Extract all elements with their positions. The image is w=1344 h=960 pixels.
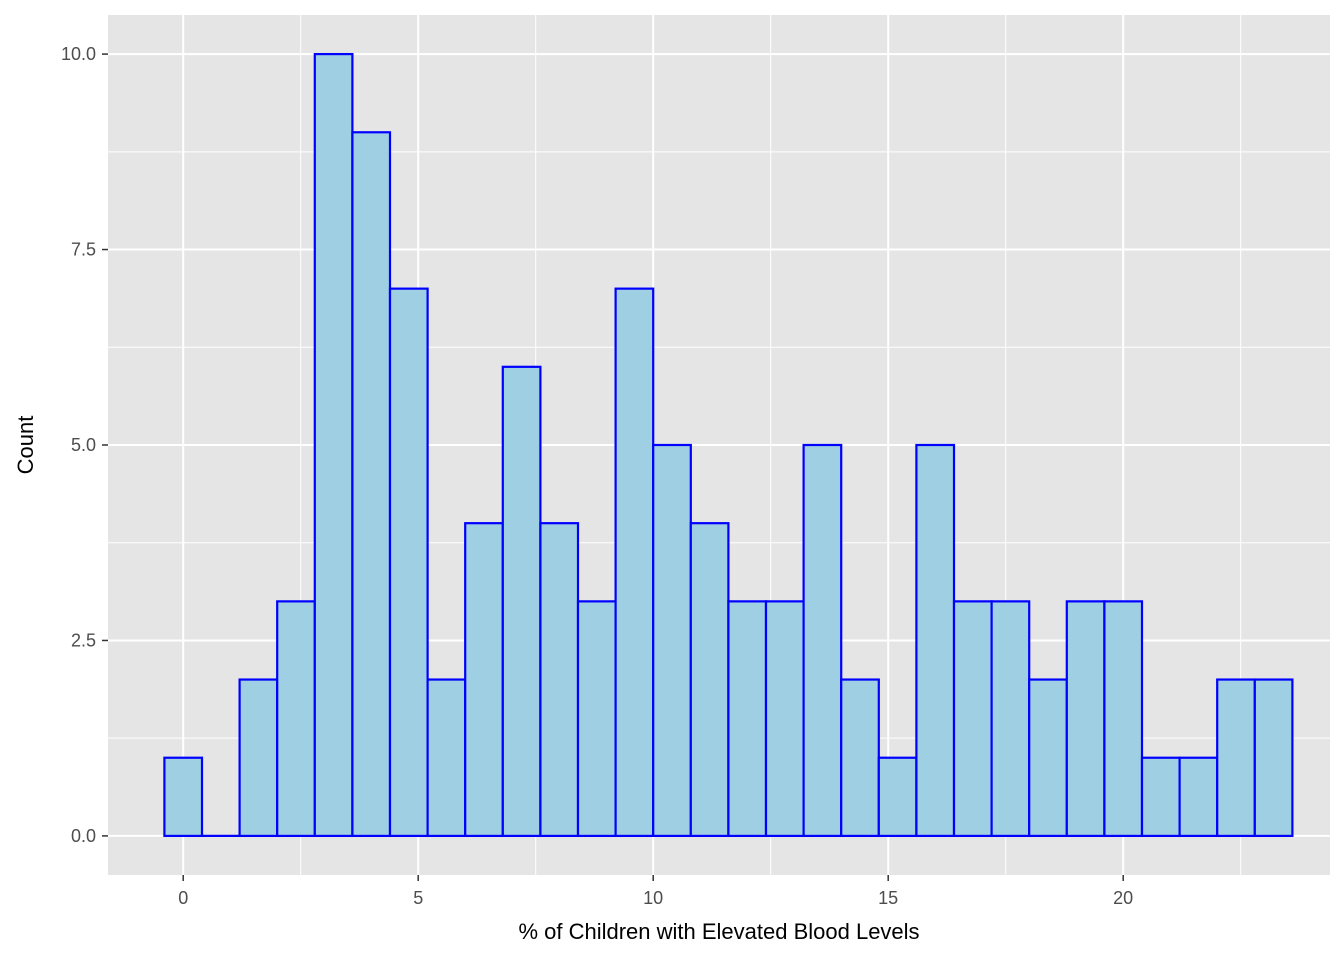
histogram-bar (539, 522, 580, 838)
histogram-bar (1253, 678, 1294, 838)
y-tick-label: 5.0 (71, 435, 96, 455)
x-tick-label: 20 (1113, 888, 1133, 908)
x-tick-label: 0 (178, 888, 188, 908)
x-tick-label: 15 (878, 888, 898, 908)
histogram-bar (1028, 678, 1068, 838)
x-tick-label: 10 (643, 888, 663, 908)
x-axis-title: % of Children with Elevated Blood Levels (518, 919, 919, 944)
histogram-bar (614, 287, 655, 838)
histogram-bar (689, 522, 730, 838)
histogram-bar (1140, 756, 1181, 838)
y-tick-label: 0.0 (71, 826, 96, 846)
histogram-bar (576, 600, 617, 838)
y-tick-label: 10.0 (61, 44, 96, 64)
axes: 0 5 10 15 20 0.0 2.5 5.0 7.5 10.0 (61, 44, 1133, 908)
histogram-bar (990, 600, 1031, 838)
histogram-bar (840, 678, 880, 838)
histogram-bar (426, 678, 467, 838)
histogram-bar (727, 600, 768, 838)
y-tick-label: 2.5 (71, 630, 96, 650)
histogram-bar (952, 600, 993, 838)
histogram-bar (163, 756, 204, 838)
histogram-bar (1178, 756, 1219, 838)
histogram-bar (1103, 600, 1144, 838)
histogram-bar (877, 756, 918, 838)
histogram-bar (501, 365, 542, 838)
histogram-bar (1065, 600, 1106, 838)
histogram-bar (1216, 678, 1256, 838)
histogram-bar (764, 600, 805, 838)
histogram-bar (351, 131, 392, 838)
y-tick-label: 7.5 (71, 240, 96, 260)
y-axis-title: Count (13, 416, 38, 475)
histogram-bar (915, 443, 956, 838)
histogram-bar (276, 600, 316, 838)
histogram-bar (388, 287, 429, 838)
histogram-bar (313, 52, 354, 838)
histogram-bars (163, 52, 1294, 838)
x-tick-label: 5 (413, 888, 423, 908)
histogram-bar (464, 522, 504, 838)
histogram-bar (802, 443, 843, 838)
histogram-bar (652, 443, 692, 838)
histogram-bar (238, 678, 279, 838)
